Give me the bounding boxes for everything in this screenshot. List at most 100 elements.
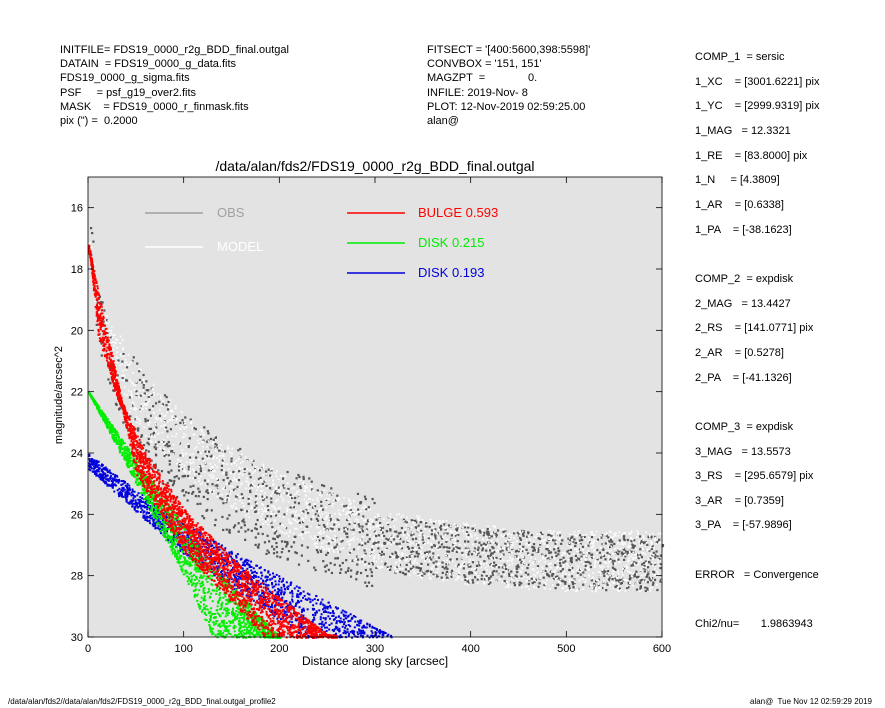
obs-point: [550, 534, 553, 537]
obs-point: [442, 546, 445, 549]
model-point: [139, 410, 142, 412]
disk2-point: [336, 628, 339, 631]
disk2-point: [321, 598, 324, 601]
obs-point: [316, 489, 319, 492]
model-point: [415, 562, 418, 564]
model-point: [347, 507, 349, 509]
obs-point: [506, 539, 509, 543]
model-point: [312, 515, 315, 518]
disk2-point: [211, 544, 214, 547]
model-point: [516, 584, 519, 587]
model-point: [235, 507, 237, 510]
model-point: [274, 472, 277, 474]
model-point: [143, 382, 146, 385]
model-point: [476, 561, 479, 564]
model-point: [528, 578, 531, 581]
model-point: [365, 547, 368, 550]
model-point: [625, 564, 628, 567]
model-point: [191, 427, 193, 430]
model-point: [433, 529, 436, 532]
model-point: [644, 580, 647, 583]
model-point: [375, 544, 378, 546]
param-comp2: COMP_2 = expdisk: [695, 272, 794, 285]
disk2-point: [331, 614, 334, 617]
obs-point: [430, 529, 434, 532]
model-point: [369, 534, 372, 536]
model-point: [546, 545, 548, 547]
obs-point: [430, 558, 433, 561]
model-point: [592, 545, 594, 548]
model-point: [359, 539, 362, 542]
model-point: [147, 421, 150, 424]
model-point: [280, 475, 282, 477]
model-point: [305, 483, 308, 486]
model-point: [645, 542, 648, 544]
obs-point: [177, 465, 181, 468]
disk2-point: [100, 474, 103, 477]
model-point: [350, 550, 352, 553]
model-point: [617, 582, 619, 585]
model-point: [319, 494, 321, 496]
disk2-point: [371, 626, 374, 629]
disk2-point: [128, 487, 131, 490]
model-point: [371, 546, 374, 549]
model-point: [376, 524, 379, 527]
obs-point: [514, 550, 518, 553]
obs-point: [490, 552, 493, 555]
model-point: [399, 559, 402, 561]
chart-title: /data/alan/fds2/FDS19_0000_r2g_BDD_final…: [215, 158, 534, 174]
model-point: [534, 575, 537, 577]
model-point: [239, 499, 241, 502]
param-comp3: COMP_3 = expdisk: [695, 420, 794, 433]
obs-point: [582, 583, 585, 586]
model-point: [593, 540, 595, 543]
model-point: [522, 556, 525, 559]
disk2-point: [101, 477, 104, 480]
model-point: [508, 552, 510, 555]
disk2-point: [128, 493, 131, 496]
obs-point: [249, 476, 252, 479]
obs-point: [445, 566, 448, 569]
model-point: [333, 499, 335, 502]
model-point: [219, 447, 221, 450]
model-point: [336, 498, 338, 501]
model-point: [222, 487, 225, 490]
model-point: [449, 531, 452, 534]
obs-point: [315, 517, 318, 521]
model-point: [624, 543, 626, 545]
model-point: [247, 484, 250, 487]
model-point: [272, 483, 275, 486]
disk2-point: [251, 575, 254, 578]
obs-point: [520, 575, 523, 578]
obs-point: [577, 557, 580, 560]
obs-point: [527, 582, 530, 586]
obs-point: [447, 524, 451, 527]
model-point: [139, 368, 142, 371]
obs-point: [189, 485, 192, 488]
model-point: [660, 542, 662, 544]
obs-point: [365, 508, 368, 511]
model-point: [510, 560, 513, 563]
disk2-point: [159, 520, 162, 523]
model-point: [133, 408, 135, 411]
model-point: [341, 530, 343, 532]
model-point: [251, 472, 254, 475]
model-point: [640, 569, 643, 572]
disk2-point: [89, 465, 92, 468]
model-point: [379, 527, 381, 530]
obs-point: [292, 506, 295, 509]
disk2-point: [210, 568, 213, 571]
param-2-ar: 2_AR = [0.5278]: [695, 346, 784, 359]
model-point: [328, 498, 330, 500]
obs-point: [630, 550, 633, 553]
obs-point: [643, 564, 646, 568]
obs-point: [367, 540, 370, 543]
header-middle: FITSECT = '[400:5600,398:5598]' CONVBOX …: [427, 43, 590, 128]
model-point: [292, 495, 294, 498]
model-point: [433, 556, 436, 558]
model-point: [185, 426, 188, 429]
disk2-point: [270, 592, 273, 595]
model-point: [408, 560, 410, 562]
model-point: [620, 589, 622, 591]
model-point: [198, 465, 201, 468]
